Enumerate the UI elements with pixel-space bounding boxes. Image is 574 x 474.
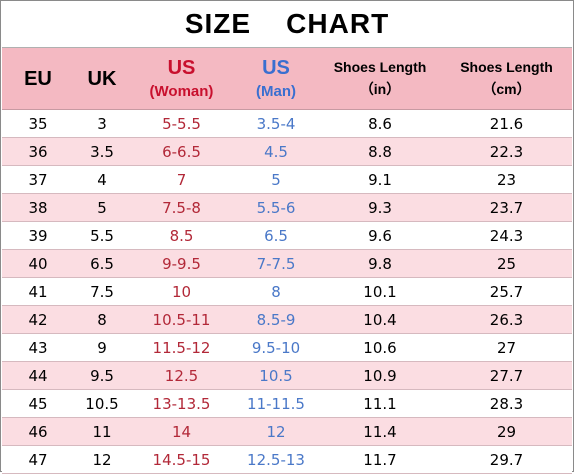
cell-us-man: 8 (233, 278, 319, 306)
header-us-woman-label: US (167, 57, 196, 79)
cell-eu: 40 (2, 250, 74, 278)
cell-us-man: 5 (233, 166, 319, 194)
header-us-woman: US (Woman) (130, 48, 233, 110)
cell-us-woman: 8.5 (130, 222, 233, 250)
cell-us-woman: 9-9.5 (130, 250, 233, 278)
cell-uk: 3 (74, 110, 130, 138)
chart-title: SIZE CHART (184, 8, 390, 39)
cell-uk: 5.5 (74, 222, 130, 250)
cell-length-cm: 25 (441, 250, 572, 278)
cell-length-in: 8.8 (319, 138, 441, 166)
cell-length-cm: 29.7 (441, 446, 572, 474)
cell-eu: 47 (2, 446, 74, 474)
header-us-man-sub: (Man) (256, 83, 296, 100)
cell-us-woman: 12.5 (130, 362, 233, 390)
cell-eu: 45 (2, 390, 74, 418)
cell-us-man: 7-7.5 (233, 250, 319, 278)
cell-length-cm: 27.7 (441, 362, 572, 390)
cell-uk: 6.5 (74, 250, 130, 278)
cell-length-cm: 28.3 (441, 390, 572, 418)
header-length-cm: Shoes Length （cm） (441, 48, 572, 110)
cell-length-cm: 25.7 (441, 278, 572, 306)
cell-length-cm: 29 (441, 418, 572, 446)
cell-eu: 39 (2, 222, 74, 250)
header-us-woman-sub: (Woman) (149, 83, 214, 100)
cell-length-in: 8.6 (319, 110, 441, 138)
cell-eu: 37 (2, 166, 74, 194)
cell-eu: 36 (2, 138, 74, 166)
cell-us-man: 11-11.5 (233, 390, 319, 418)
cell-length-in: 9.1 (319, 166, 441, 194)
cell-us-man: 10.5 (233, 362, 319, 390)
cell-uk: 10.5 (74, 390, 130, 418)
cell-length-in: 9.6 (319, 222, 441, 250)
header-us-man: US (Man) (233, 48, 319, 110)
cell-uk: 3.5 (74, 138, 130, 166)
cell-us-woman: 10.5-11 (130, 306, 233, 334)
cell-length-in: 9.8 (319, 250, 441, 278)
header-length-in-label: Shoes Length (333, 59, 427, 76)
cell-us-woman: 10 (130, 278, 233, 306)
cell-us-woman: 6-6.5 (130, 138, 233, 166)
cell-us-woman: 5-5.5 (130, 110, 233, 138)
cell-length-in: 10.9 (319, 362, 441, 390)
header-eu-label: EU (24, 67, 52, 90)
cell-us-man: 12.5-13 (233, 446, 319, 474)
cell-us-woman: 11.5-12 (130, 334, 233, 362)
cell-eu: 46 (2, 418, 74, 446)
cell-eu: 38 (2, 194, 74, 222)
cell-us-man: 8.5-9 (233, 306, 319, 334)
cell-length-cm: 24.3 (441, 222, 572, 250)
cell-us-man: 6.5 (233, 222, 319, 250)
header-uk-label: UK (87, 67, 117, 90)
cell-us-woman: 14 (130, 418, 233, 446)
cell-uk: 11 (74, 418, 130, 446)
header-length-in-unit: （in） (359, 81, 401, 97)
cell-uk: 4 (74, 166, 130, 194)
cell-length-in: 11.4 (319, 418, 441, 446)
header-length-cm-label: Shoes Length (460, 59, 553, 76)
cell-us-man: 12 (233, 418, 319, 446)
header-us-man-label: US (262, 57, 290, 79)
cell-us-woman: 7.5-8 (130, 194, 233, 222)
cell-length-cm: 23 (441, 166, 572, 194)
cell-us-woman: 14.5-15 (130, 446, 233, 474)
cell-length-in: 10.6 (319, 334, 441, 362)
cell-uk: 9 (74, 334, 130, 362)
cell-length-in: 9.3 (319, 194, 441, 222)
cell-eu: 41 (2, 278, 74, 306)
cell-us-woman: 13-13.5 (130, 390, 233, 418)
cell-eu: 44 (2, 362, 74, 390)
cell-uk: 5 (74, 194, 130, 222)
cell-length-cm: 22.3 (441, 138, 572, 166)
cell-length-in: 11.1 (319, 390, 441, 418)
cell-eu: 42 (2, 306, 74, 334)
cell-us-man: 3.5-4 (233, 110, 319, 138)
cell-eu: 35 (2, 110, 74, 138)
cell-length-cm: 27 (441, 334, 572, 362)
cell-length-cm: 26.3 (441, 306, 572, 334)
cell-uk: 8 (74, 306, 130, 334)
header-uk: UK (74, 48, 130, 110)
cell-us-man: 9.5-10 (233, 334, 319, 362)
cell-us-man: 5.5-6 (233, 194, 319, 222)
cell-uk: 9.5 (74, 362, 130, 390)
header-eu: EU (2, 48, 74, 110)
size-table: EU UK US (Woman) US (Man) Shoes Length （… (2, 47, 572, 474)
cell-length-in: 10.4 (319, 306, 441, 334)
cell-uk: 12 (74, 446, 130, 474)
cell-length-cm: 23.7 (441, 194, 572, 222)
cell-uk: 7.5 (74, 278, 130, 306)
cell-length-in: 10.1 (319, 278, 441, 306)
cell-eu: 43 (2, 334, 74, 362)
cell-length-cm: 21.6 (441, 110, 572, 138)
cell-length-in: 11.7 (319, 446, 441, 474)
cell-us-man: 4.5 (233, 138, 319, 166)
header-length-in: Shoes Length （in） (319, 48, 441, 110)
cell-us-woman: 7 (130, 166, 233, 194)
header-length-cm-unit: （cm） (482, 81, 531, 97)
